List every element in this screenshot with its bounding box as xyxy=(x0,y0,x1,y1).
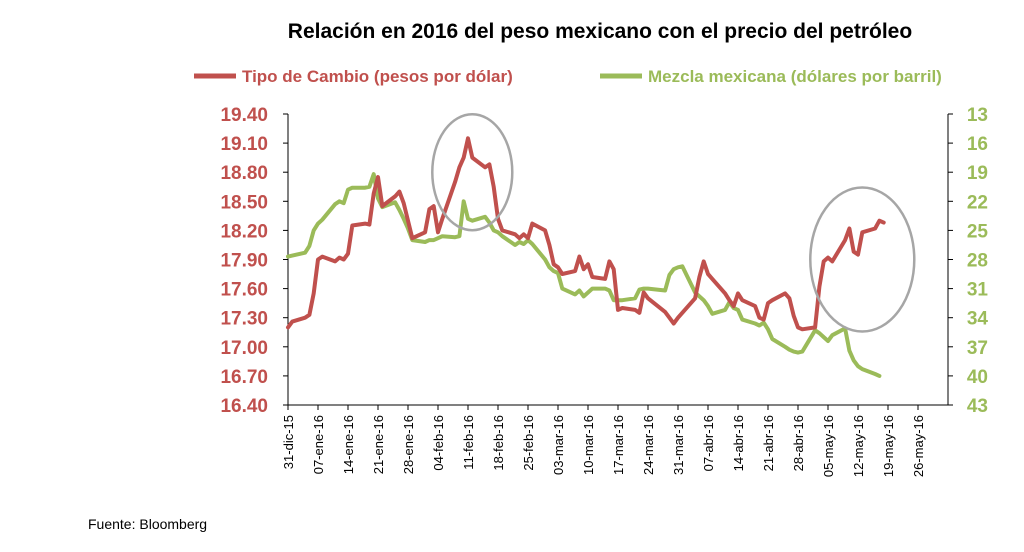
x-tick-label: 05-may-16 xyxy=(821,415,836,477)
y-right-tick-label: 40 xyxy=(967,367,988,388)
x-tick-label: 07-ene-16 xyxy=(311,415,326,474)
y-left-tick-label: 17.60 xyxy=(220,280,268,301)
x-tick-label: 04-feb-16 xyxy=(431,415,446,471)
x-tick-label: 24-mar-16 xyxy=(641,415,656,475)
x-tick-label: 17-mar-16 xyxy=(611,415,626,475)
y-right-tick-label: 16 xyxy=(967,134,988,155)
x-tick-label: 26-may-16 xyxy=(911,415,926,477)
x-tick-label: 31-mar-16 xyxy=(671,415,686,475)
y-right-tick-label: 28 xyxy=(967,251,988,272)
series-line-tipo-de-cambio xyxy=(286,136,886,332)
y-left-tick-label: 17.30 xyxy=(220,309,268,330)
y-right-tick-label: 13 xyxy=(967,105,988,126)
series-layer xyxy=(286,136,886,378)
y-right-ticks: 13 16 19 22 25 28 31 34 37 40 43 xyxy=(948,105,988,417)
y-right-tick-label: 43 xyxy=(967,396,988,417)
x-tick-label: 25-feb-16 xyxy=(521,415,536,471)
x-tick-label: 21-ene-16 xyxy=(371,415,386,474)
y-left-tick-label: 19.10 xyxy=(220,134,268,155)
x-tick-label: 14-ene-16 xyxy=(341,415,356,474)
x-tick-label: 10-mar-16 xyxy=(581,415,596,475)
y-left-tick-label: 16.40 xyxy=(220,396,268,417)
y-right-tick-label: 34 xyxy=(967,309,989,330)
y-right-tick-label: 31 xyxy=(967,280,989,301)
x-ticks: 31-dic-15 07-ene-16 14-ene-16 21-ene-16 28-e… xyxy=(281,405,926,477)
annotation-layer xyxy=(431,112,916,333)
x-tick-label: 07-abr-16 xyxy=(701,415,716,471)
y-left-tick-label: 18.80 xyxy=(220,163,268,184)
y-left-tick-label: 19.40 xyxy=(220,105,268,126)
x-tick-label: 28-ene-16 xyxy=(401,415,416,474)
y-left-ticks: 16.40 16.70 17.00 17.30 17.60 17.90 18.20 18.50… xyxy=(220,105,288,417)
y-left-tick-label: 18.50 xyxy=(220,192,268,213)
x-tick-label: 18-feb-16 xyxy=(491,415,506,471)
annotation-ellipse xyxy=(431,112,514,232)
x-tick-label: 21-abr-16 xyxy=(761,415,776,471)
legend-label-tipo-de-cambio: Tipo de Cambio (pesos por dólar) xyxy=(242,67,513,86)
x-tick-label: 19-may-16 xyxy=(881,415,896,477)
annotation-ellipse xyxy=(809,186,916,333)
x-tick-label: 14-abr-16 xyxy=(731,415,746,471)
y-left-tick-label: 17.90 xyxy=(220,251,268,272)
legend: Tipo de Cambio (pesos por dólar) Mezcla … xyxy=(194,67,942,86)
y-right-tick-label: 19 xyxy=(967,163,988,184)
y-right-tick-label: 25 xyxy=(967,221,989,242)
y-right-tick-label: 37 xyxy=(967,338,988,359)
chart-title: Relación en 2016 del peso mexicano con e… xyxy=(288,20,912,43)
y-left-tick-label: 16.70 xyxy=(220,367,268,388)
y-right-tick-label: 22 xyxy=(967,192,988,213)
x-tick-label: 11-feb-16 xyxy=(461,415,476,470)
legend-label-mezcla-mexicana: Mezcla mexicana (dólares por barril) xyxy=(648,67,942,86)
x-tick-label: 28-abr-16 xyxy=(791,415,806,471)
y-left-tick-label: 17.00 xyxy=(220,338,268,359)
x-tick-label: 03-mar-16 xyxy=(551,415,566,475)
axes xyxy=(287,114,949,406)
y-left-tick-label: 18.20 xyxy=(220,221,268,242)
x-tick-label: 12-may-16 xyxy=(851,415,866,477)
series-line-mezcla-mexicana xyxy=(286,172,882,378)
x-tick-label: 31-dic-15 xyxy=(281,415,296,469)
source-note: Fuente: Bloomberg xyxy=(88,516,208,532)
